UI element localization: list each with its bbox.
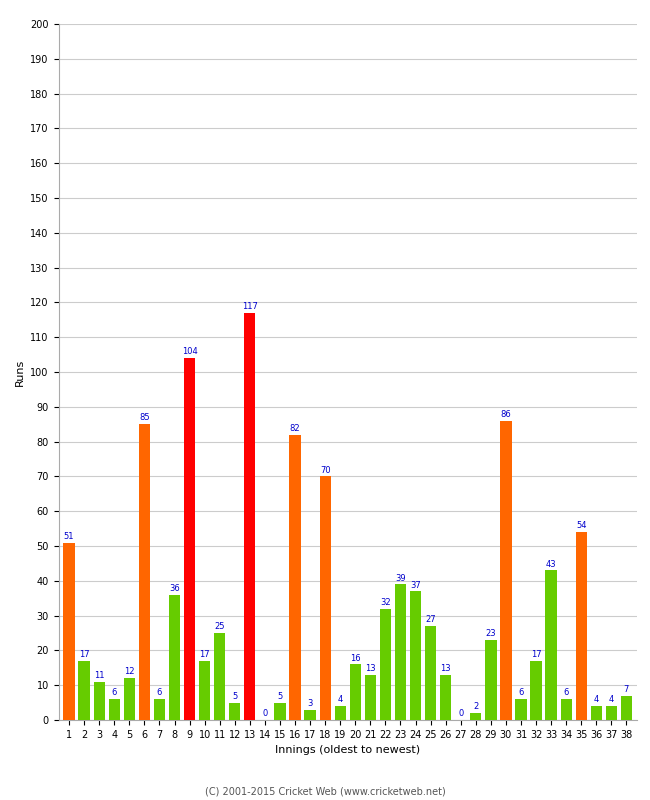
Bar (576, 532, 587, 720)
Text: 4: 4 (593, 695, 599, 704)
Text: 82: 82 (290, 424, 300, 433)
Bar (350, 664, 361, 720)
Bar (335, 706, 346, 720)
Bar (591, 706, 602, 720)
Text: 13: 13 (440, 664, 451, 673)
Text: 43: 43 (546, 560, 556, 569)
Text: 54: 54 (576, 522, 586, 530)
Text: 11: 11 (94, 671, 105, 680)
Text: 32: 32 (380, 598, 391, 607)
Text: 17: 17 (531, 650, 541, 659)
Text: 4: 4 (337, 695, 343, 704)
Bar (199, 661, 211, 720)
Bar (289, 434, 301, 720)
Bar (380, 609, 391, 720)
Bar (169, 594, 180, 720)
Text: 4: 4 (609, 695, 614, 704)
Bar (500, 421, 512, 720)
Text: 70: 70 (320, 466, 330, 474)
Bar (229, 702, 240, 720)
Bar (64, 542, 75, 720)
Y-axis label: Runs: Runs (15, 358, 25, 386)
Text: 0: 0 (262, 710, 268, 718)
Bar (440, 674, 451, 720)
Text: 23: 23 (486, 630, 496, 638)
Text: 117: 117 (242, 302, 258, 311)
Text: 6: 6 (518, 688, 524, 698)
Text: 12: 12 (124, 667, 135, 677)
Bar (274, 702, 285, 720)
Bar (545, 570, 557, 720)
Bar (621, 696, 632, 720)
Bar (320, 477, 331, 720)
Bar (470, 713, 482, 720)
Bar (214, 633, 226, 720)
Bar (560, 699, 572, 720)
Text: 5: 5 (278, 692, 283, 701)
Text: 39: 39 (395, 574, 406, 582)
Bar (109, 699, 120, 720)
Text: 85: 85 (139, 414, 150, 422)
Bar (365, 674, 376, 720)
Bar (124, 678, 135, 720)
Text: 104: 104 (182, 347, 198, 356)
Text: 6: 6 (157, 688, 162, 698)
Text: 17: 17 (79, 650, 90, 659)
Text: (C) 2001-2015 Cricket Web (www.cricketweb.net): (C) 2001-2015 Cricket Web (www.cricketwe… (205, 786, 445, 796)
Text: 27: 27 (425, 615, 436, 624)
Bar (395, 584, 406, 720)
Bar (425, 626, 436, 720)
Bar (410, 591, 421, 720)
Text: 13: 13 (365, 664, 376, 673)
Text: 86: 86 (500, 410, 512, 419)
Text: 25: 25 (214, 622, 225, 631)
Bar (304, 710, 316, 720)
Text: 7: 7 (624, 685, 629, 694)
Bar (79, 661, 90, 720)
Text: 3: 3 (307, 699, 313, 708)
Bar (244, 313, 255, 720)
X-axis label: Innings (oldest to newest): Innings (oldest to newest) (275, 746, 421, 755)
Text: 17: 17 (200, 650, 210, 659)
Text: 51: 51 (64, 532, 74, 541)
Text: 2: 2 (473, 702, 478, 711)
Text: 16: 16 (350, 654, 361, 662)
Bar (515, 699, 526, 720)
Text: 6: 6 (564, 688, 569, 698)
Bar (138, 424, 150, 720)
Bar (485, 640, 497, 720)
Text: 37: 37 (410, 581, 421, 590)
Bar (94, 682, 105, 720)
Bar (184, 358, 195, 720)
Text: 5: 5 (232, 692, 237, 701)
Text: 6: 6 (112, 688, 117, 698)
Bar (154, 699, 165, 720)
Text: 36: 36 (169, 584, 180, 593)
Bar (530, 661, 541, 720)
Text: 0: 0 (458, 710, 463, 718)
Bar (606, 706, 617, 720)
